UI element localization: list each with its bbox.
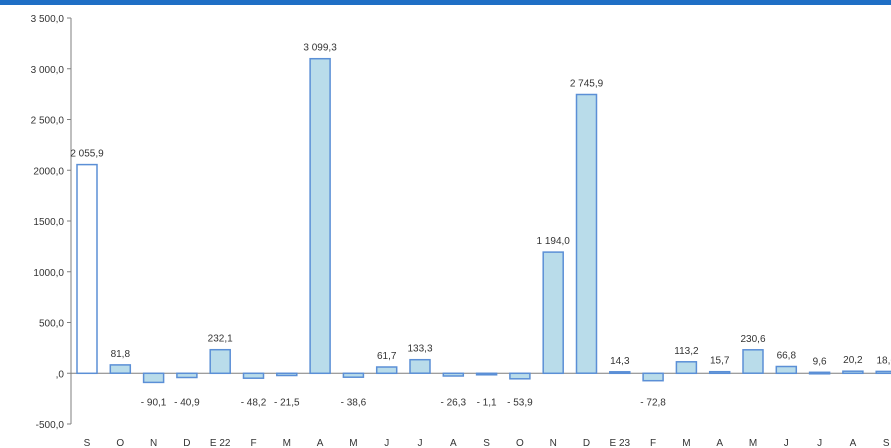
data-label: 61,7 [377,351,397,362]
category-label: A [450,438,457,448]
category-label: J [384,438,389,448]
category-label: J [418,438,423,448]
data-label: - 40,9 [174,397,200,408]
bar [675,361,698,375]
bar [176,372,198,379]
category-labels: S O N D E 22 F M A M J J A S O N D E 23 F M A M J J A S [84,438,890,448]
data-label: 1 194,0 [537,236,571,247]
bar [375,366,398,375]
data-label: 230,6 [740,334,765,345]
y-tick-label: 1500,0 [33,217,64,228]
category-label: A [716,438,723,448]
data-label: - 21,5 [274,397,300,408]
bar [509,372,531,380]
category-label: M [682,438,690,448]
category-label: A [317,438,324,448]
category-label: A [850,438,857,448]
bar [875,370,891,375]
data-label: - 72,8 [640,397,666,408]
bars [76,57,891,384]
category-label: M [283,438,291,448]
bar [442,372,465,377]
data-label: 113,2 [674,346,699,357]
bar [542,251,564,375]
y-tick-label: 2000,0 [33,166,64,177]
data-label: 2 055,9 [70,149,104,160]
category-label: J [817,438,822,448]
y-tick-label: 3 500,0 [31,14,65,25]
data-label: 133,3 [407,344,432,355]
data-label: 66,8 [777,351,797,362]
category-label: F [650,438,656,448]
bar [242,372,265,379]
data-label: - 1,1 [477,397,497,408]
data-label: 20,2 [843,355,863,366]
category-label: S [84,438,91,448]
category-label: N [550,438,557,448]
category-label: E 23 [610,438,631,448]
category-label: D [183,438,190,448]
y-tick-label: 500,0 [39,319,64,330]
bar [209,348,231,375]
category-label: O [116,438,124,448]
category-label: S [883,438,890,448]
bar [609,371,631,375]
bar [76,163,98,375]
category-label: O [516,438,524,448]
bar [475,372,498,376]
top-accent-bar [0,0,891,5]
bar [708,370,731,375]
data-label: 81,8 [111,349,131,360]
bar [775,365,798,375]
category-label: S [483,438,490,448]
data-label: 14,3 [610,356,630,367]
bar [109,364,132,374]
data-label: 3 099,3 [303,43,337,54]
data-label: - 90,1 [141,397,167,408]
bar [842,370,864,375]
category-label: E 22 [210,438,231,448]
bar [309,57,331,375]
category-label: N [150,438,157,448]
data-labels: 2 055,9 81,8 - 90,1 - 40,9 232,1 - 48,2 - 21,5… [70,43,891,409]
category-label: M [349,438,357,448]
data-label: - 53,9 [507,397,533,408]
category-label: F [250,438,256,448]
bar [808,371,831,375]
bar [642,372,664,382]
y-tick-label: -500,0 [36,420,65,431]
bar [276,372,298,377]
bar [742,349,764,374]
data-label: 232,1 [208,334,233,345]
y-tick-label: 2 500,0 [31,116,65,127]
category-label: M [749,438,757,448]
y-tick-label: ,0 [56,369,65,380]
bar [342,372,365,378]
bar [142,372,165,384]
data-label: - 26,3 [441,397,467,408]
data-label: 2 745,9 [570,79,604,90]
bar [409,358,431,374]
data-label: - 48,2 [241,397,267,408]
category-label: J [784,438,789,448]
category-label: D [583,438,590,448]
bar [575,93,598,374]
data-label: 9,6 [813,356,827,367]
data-label: 15,7 [710,356,730,367]
y-tick-label: 3 000,0 [31,65,65,76]
data-label: 18,6 [876,355,891,366]
data-label: - 38,6 [341,397,367,408]
y-tick-label: 1000,0 [33,268,64,279]
